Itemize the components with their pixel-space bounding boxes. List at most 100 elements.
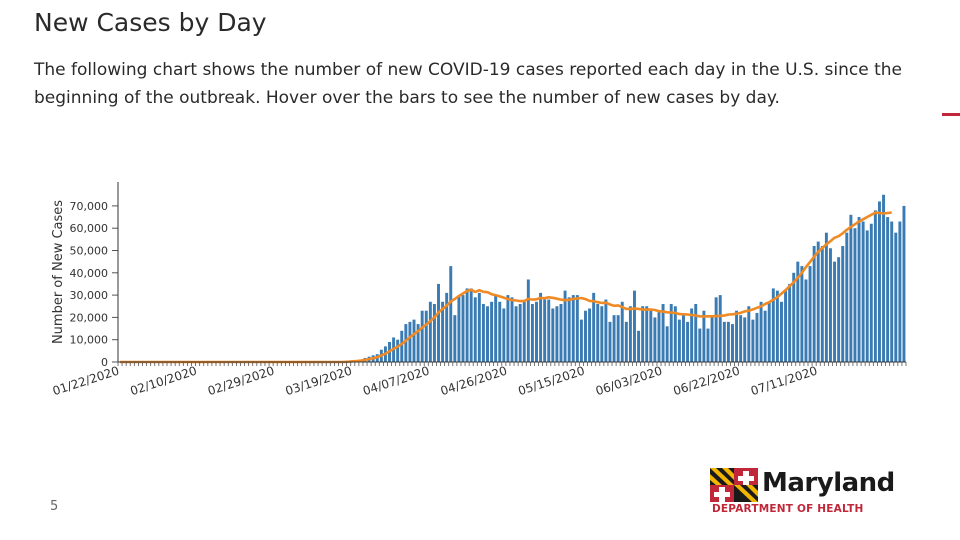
bar — [498, 301, 502, 362]
bar — [567, 297, 571, 362]
bar — [396, 339, 400, 362]
bar — [633, 290, 636, 362]
bar — [653, 317, 657, 362]
bar — [882, 194, 886, 362]
bar — [449, 266, 453, 362]
bar — [677, 319, 681, 362]
bar — [641, 306, 645, 362]
bar — [780, 301, 783, 362]
bar — [690, 308, 694, 362]
bar — [682, 315, 685, 362]
bar — [584, 310, 587, 362]
bar — [441, 301, 445, 362]
bar — [535, 301, 538, 362]
bar — [416, 324, 420, 362]
bar — [735, 310, 739, 362]
x-tick-label: 04/07/2020 — [361, 364, 431, 399]
bar — [481, 304, 485, 362]
x-tick-label: 04/26/2020 — [439, 364, 509, 399]
bar — [771, 288, 775, 362]
bar — [722, 321, 726, 362]
bar — [461, 295, 465, 362]
bar — [861, 221, 865, 362]
bar — [494, 295, 498, 362]
bar — [808, 266, 812, 362]
bar — [857, 217, 861, 362]
bar — [457, 295, 461, 362]
logo-wordmark: Maryland — [762, 468, 895, 498]
bar — [800, 266, 804, 362]
bar — [649, 310, 653, 362]
bar — [412, 319, 416, 362]
bar — [514, 306, 518, 362]
bar — [518, 304, 522, 362]
bar — [792, 272, 796, 362]
bar — [579, 319, 583, 362]
bar — [620, 301, 624, 362]
bar — [453, 315, 457, 362]
bar — [747, 306, 751, 362]
bar — [796, 261, 800, 362]
bar — [657, 310, 661, 362]
bar — [698, 328, 702, 362]
bar — [645, 306, 649, 362]
y-axis-title: Number of New Cases — [51, 200, 66, 344]
maryland-logo: Maryland DEPARTMENT OF HEALTH — [710, 466, 910, 522]
bar — [506, 295, 510, 362]
bar — [755, 312, 759, 362]
bar — [710, 315, 714, 362]
bar — [432, 304, 436, 362]
bar — [424, 310, 428, 362]
slide-number: 5 — [50, 499, 59, 514]
x-tick-label: 06/03/2020 — [594, 364, 664, 399]
bar — [694, 304, 698, 362]
x-tick-label: 02/10/2020 — [128, 364, 198, 399]
bar — [400, 330, 404, 362]
bar — [437, 283, 440, 362]
bar — [767, 301, 771, 362]
y-tick-label: 10,000 — [70, 334, 109, 347]
x-axis: 01/22/2020 02/10/2020 02/29/2020 03/19/2020… — [51, 362, 907, 399]
bar — [873, 210, 877, 362]
bar — [853, 228, 857, 362]
bar — [465, 288, 469, 362]
bar — [469, 288, 473, 362]
bar — [751, 319, 755, 362]
bar — [824, 232, 828, 362]
bar — [445, 292, 449, 362]
bar — [849, 214, 853, 362]
page-subtitle: The following chart shows the number of … — [34, 60, 902, 108]
bar — [616, 315, 620, 362]
bar — [477, 292, 481, 362]
bar — [894, 232, 898, 362]
bar — [743, 317, 747, 362]
bar — [559, 304, 563, 362]
bar — [490, 301, 494, 362]
bar — [763, 310, 767, 362]
bar — [820, 246, 824, 362]
bar — [600, 306, 604, 362]
bar — [890, 221, 894, 362]
accent-dash — [942, 113, 960, 116]
bar — [608, 321, 612, 362]
y-tick-label: 40,000 — [70, 267, 109, 280]
bar — [575, 295, 579, 362]
bar — [592, 292, 596, 362]
bar — [788, 283, 792, 362]
bar — [543, 299, 547, 362]
bar — [812, 246, 816, 362]
x-tick-label: 05/15/2020 — [516, 364, 586, 399]
bar — [686, 321, 690, 362]
bar — [510, 297, 514, 362]
bar — [404, 324, 408, 362]
bar — [596, 304, 600, 362]
bar — [759, 301, 763, 362]
bar — [530, 304, 534, 362]
bar — [739, 315, 743, 362]
y-tick-label: 0 — [101, 356, 108, 369]
bar — [869, 223, 873, 362]
bar — [665, 326, 669, 362]
bar — [486, 306, 489, 362]
bar — [877, 201, 881, 362]
page-title: New Cases by Day — [34, 8, 267, 37]
